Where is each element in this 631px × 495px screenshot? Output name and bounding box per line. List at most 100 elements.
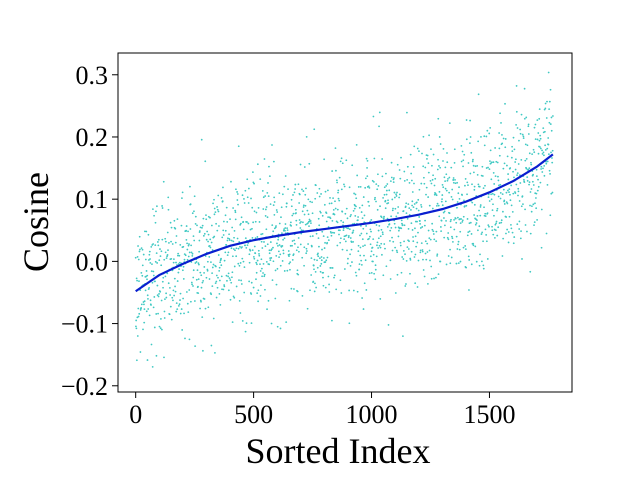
- scatter-point: [457, 240, 460, 243]
- scatter-point: [212, 202, 214, 205]
- scatter-point: [137, 258, 140, 261]
- scatter-point: [356, 219, 359, 222]
- scatter-point: [481, 231, 484, 234]
- scatter-point: [417, 231, 419, 234]
- scatter-point: [327, 275, 330, 278]
- scatter-point: [267, 299, 270, 302]
- scatter-point: [482, 267, 485, 270]
- scatter-point: [215, 280, 218, 283]
- scatter-point: [548, 121, 551, 124]
- scatter-point: [274, 269, 277, 272]
- scatter-point: [542, 151, 545, 154]
- scatter-point: [140, 247, 143, 250]
- scatter-point: [396, 273, 399, 276]
- scatter-point: [157, 295, 160, 298]
- scatter-point: [268, 249, 271, 252]
- scatter-point: [192, 285, 194, 287]
- scatter-point: [231, 226, 234, 229]
- scatter-point: [298, 193, 301, 196]
- scatter-point: [520, 205, 523, 208]
- scatter-point: [375, 183, 378, 186]
- scatter-point: [542, 167, 544, 170]
- scatter-point: [240, 279, 243, 282]
- scatter-point: [218, 279, 221, 282]
- scatter-point: [246, 178, 249, 181]
- scatter-point: [482, 264, 485, 267]
- scatter-point: [171, 296, 174, 299]
- scatter-point: [277, 244, 279, 247]
- scatter-point: [366, 160, 369, 162]
- scatter-point: [222, 234, 225, 236]
- scatter-point: [446, 161, 449, 164]
- scatter-point: [390, 161, 393, 164]
- scatter-point: [395, 249, 398, 252]
- scatter-point: [504, 146, 507, 149]
- scatter-point: [392, 181, 395, 184]
- scatter-point: [194, 262, 197, 264]
- scatter-point: [347, 227, 350, 230]
- scatter-point: [476, 219, 478, 221]
- scatter-point: [387, 202, 390, 204]
- scatter-point: [275, 209, 278, 211]
- scatter-point: [364, 186, 367, 189]
- scatter-point: [180, 224, 183, 227]
- scatter-point: [182, 278, 185, 280]
- scatter-point: [411, 204, 413, 207]
- scatter-point: [535, 197, 537, 199]
- scatter-point: [246, 244, 249, 247]
- scatter-point: [479, 214, 482, 217]
- scatter-point: [453, 161, 456, 164]
- scatter-point: [470, 233, 473, 235]
- scatter-point: [302, 190, 305, 192]
- scatter-point: [355, 205, 357, 208]
- scatter-point: [288, 299, 291, 302]
- scatter-point: [422, 176, 425, 179]
- scatter-point: [546, 100, 548, 103]
- scatter-point: [432, 233, 435, 235]
- scatter-point: [275, 283, 278, 286]
- scatter-point: [241, 320, 244, 322]
- scatter-point: [174, 241, 177, 244]
- scatter-point: [506, 155, 509, 158]
- scatter-point: [263, 158, 266, 160]
- scatter-point: [146, 294, 149, 297]
- scatter-point: [519, 132, 522, 135]
- scatter-point: [138, 312, 141, 315]
- scatter-point: [307, 243, 309, 245]
- scatter-point: [395, 195, 398, 197]
- scatter-point: [164, 240, 167, 243]
- scatter-point: [409, 153, 412, 156]
- scatter-point: [382, 217, 385, 220]
- scatter-point: [487, 166, 489, 169]
- scatter-point: [430, 277, 433, 280]
- scatter-point: [489, 160, 491, 163]
- scatter-point: [256, 236, 259, 238]
- scatter-point: [156, 241, 159, 243]
- scatter-point: [173, 219, 176, 222]
- scatter-point: [485, 240, 488, 243]
- scatter-point: [453, 148, 456, 151]
- scatter-point: [286, 229, 289, 232]
- scatter-point: [299, 243, 302, 246]
- scatter-point: [514, 161, 517, 163]
- scatter-point: [344, 212, 347, 215]
- scatter-point: [401, 222, 403, 225]
- scatter-point: [478, 225, 481, 228]
- scatter-point: [503, 162, 506, 165]
- scatter-point: [360, 232, 363, 235]
- scatter-point: [476, 174, 479, 176]
- scatter-point: [249, 228, 252, 231]
- scatter-point: [312, 280, 315, 283]
- scatter-point: [207, 240, 209, 243]
- scatter-point: [323, 203, 326, 206]
- scatter-point: [334, 207, 337, 210]
- scatter-point: [549, 123, 552, 125]
- scatter-point: [365, 232, 368, 235]
- scatter-point: [187, 244, 190, 247]
- scatter-point: [160, 250, 163, 253]
- scatter-point: [454, 217, 457, 220]
- scatter-point: [543, 164, 546, 167]
- scatter-point: [214, 265, 217, 268]
- scatter-point: [414, 253, 417, 256]
- scatter-point: [380, 228, 383, 231]
